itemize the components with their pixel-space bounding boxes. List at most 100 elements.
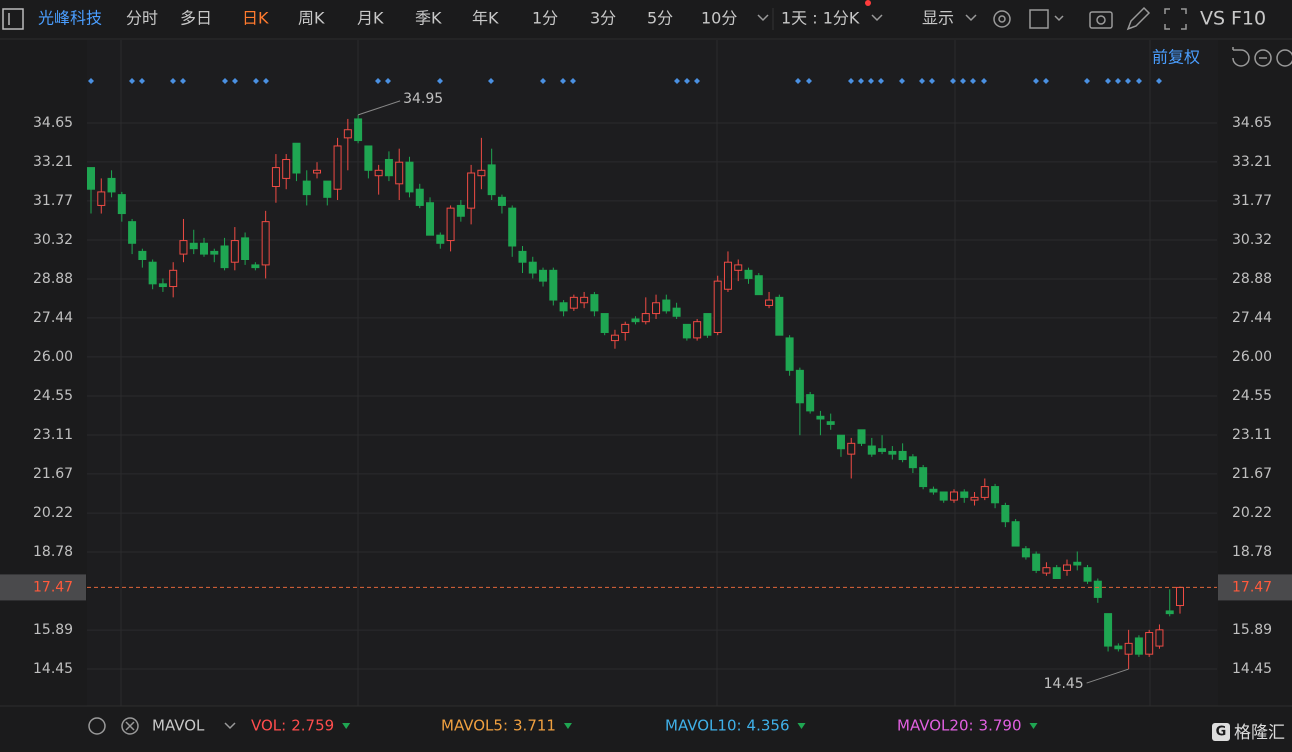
candle-body	[1124, 642, 1133, 655]
brand-logo	[1212, 723, 1230, 741]
event-marker	[981, 78, 987, 84]
chevron[interactable]	[1054, 15, 1064, 22]
candle-body	[271, 167, 280, 188]
candle-body	[1093, 580, 1102, 598]
candle-body	[672, 307, 681, 317]
camera-icon[interactable]	[1089, 11, 1113, 29]
period-separators	[120, 40, 1151, 706]
period-tabs: 分时 多日 日K 周K 月K 季K 年K 1分 3分 5分 10分	[126, 9, 737, 28]
period-tab[interactable]: 日K	[242, 9, 269, 28]
chevron[interactable]	[757, 14, 769, 22]
event-marker	[1136, 78, 1142, 84]
zoom-in-icon[interactable]	[1276, 49, 1292, 67]
period-tab[interactable]: 5分	[647, 9, 673, 28]
menu-icon[interactable]	[2, 8, 24, 30]
y-tick-label: 33.21	[33, 154, 73, 170]
indicator-settings[interactable]	[88, 717, 106, 735]
candle-body	[107, 177, 116, 193]
candle-body	[148, 261, 157, 285]
period-tab[interactable]: 季K	[415, 9, 442, 28]
close-cross	[125, 721, 135, 731]
y-tick-label-right: 24.55	[1232, 388, 1272, 404]
candle-body	[220, 245, 229, 269]
y-tick-label-right: 27.44	[1232, 310, 1272, 326]
indicator-close[interactable]	[121, 717, 139, 735]
candle-body	[847, 442, 856, 455]
y-tick-label-right: 34.65	[1232, 115, 1272, 131]
candle-body	[426, 202, 435, 236]
candle-body	[991, 486, 1000, 504]
candle-body	[241, 237, 250, 261]
y-tick-label-right: 28.88	[1232, 271, 1272, 287]
indicator-values: VOL: 2.759 MAVOL5: 3.711 MAVOL10: 4.356 MAVOL2…	[251, 717, 1038, 735]
event-marker	[848, 78, 854, 84]
chevron[interactable]	[871, 14, 883, 22]
candle-body	[343, 129, 352, 139]
candle-body	[1032, 553, 1041, 571]
period-tab[interactable]: 分时	[126, 9, 158, 28]
y-tick-label: 34.65	[33, 115, 73, 131]
period-tab[interactable]: 10分	[701, 9, 737, 28]
vs-button[interactable]: VS	[1200, 8, 1225, 30]
event-marker	[1043, 78, 1049, 84]
event-marker	[694, 78, 700, 84]
event-marker	[674, 78, 680, 84]
period-tab[interactable]: 月K	[357, 9, 384, 28]
settings-icon-core	[998, 15, 1006, 23]
event-marker	[919, 78, 925, 84]
candle-body	[580, 296, 589, 304]
candle-body	[795, 369, 804, 404]
f10-button[interactable]: F10	[1231, 8, 1266, 30]
y-tick-label: 21.67	[33, 466, 73, 482]
chevron[interactable]	[965, 14, 977, 22]
box-icon[interactable]	[1029, 9, 1049, 29]
last-price-box	[0, 574, 86, 601]
event-marker	[570, 78, 576, 84]
reset-icon[interactable]	[1232, 47, 1250, 67]
candle-body	[189, 242, 198, 250]
candle-body	[508, 207, 517, 247]
candle-body	[1021, 548, 1030, 558]
candle-body	[1001, 505, 1010, 523]
candle-body	[1165, 610, 1174, 615]
event-markers	[88, 78, 1162, 84]
candle-body	[949, 491, 958, 501]
settings-icon[interactable]	[993, 10, 1011, 28]
last-price-box-right	[1218, 574, 1292, 601]
chevron[interactable]	[224, 722, 236, 730]
range-selector[interactable]: 1天 : 1分K	[781, 9, 860, 28]
candle-body	[816, 415, 825, 420]
pen-icon[interactable]	[1126, 6, 1151, 31]
period-tab[interactable]: 年K	[472, 9, 499, 28]
display-menu[interactable]: 显示	[922, 9, 954, 28]
candle-body	[395, 161, 404, 185]
candle-body	[929, 488, 938, 493]
y-tick-label: 24.55	[33, 388, 73, 404]
zoom-out-icon[interactable]	[1254, 49, 1272, 67]
event-marker	[232, 78, 238, 84]
trend-arrow	[797, 723, 806, 729]
candle-body	[179, 240, 188, 255]
stock-name[interactable]: 光峰科技	[38, 9, 102, 28]
adjust-mode[interactable]: 前复权	[1152, 48, 1200, 67]
notice-dot	[865, 0, 871, 6]
fullscreen-icon[interactable]	[1164, 8, 1187, 30]
event-marker	[1156, 78, 1162, 84]
candle-body	[857, 429, 866, 444]
candle-body	[97, 191, 106, 206]
period-tab[interactable]: 1分	[532, 9, 558, 28]
period-tab[interactable]: 3分	[590, 9, 616, 28]
candle-body	[785, 337, 794, 371]
candle-body	[1042, 567, 1051, 574]
max-label: 34.95	[403, 91, 443, 107]
period-tab[interactable]: 多日	[180, 9, 212, 28]
event-marker	[253, 78, 259, 84]
indicator-value: 2.759	[291, 717, 334, 735]
event-marker	[222, 78, 228, 84]
y-tick-label-right: 31.77	[1232, 193, 1272, 209]
event-marker	[795, 78, 801, 84]
event-marker	[950, 78, 956, 84]
candle-body	[138, 250, 147, 261]
period-tab[interactable]: 周K	[298, 9, 325, 28]
indicator-name[interactable]: MAVOL	[152, 717, 205, 735]
